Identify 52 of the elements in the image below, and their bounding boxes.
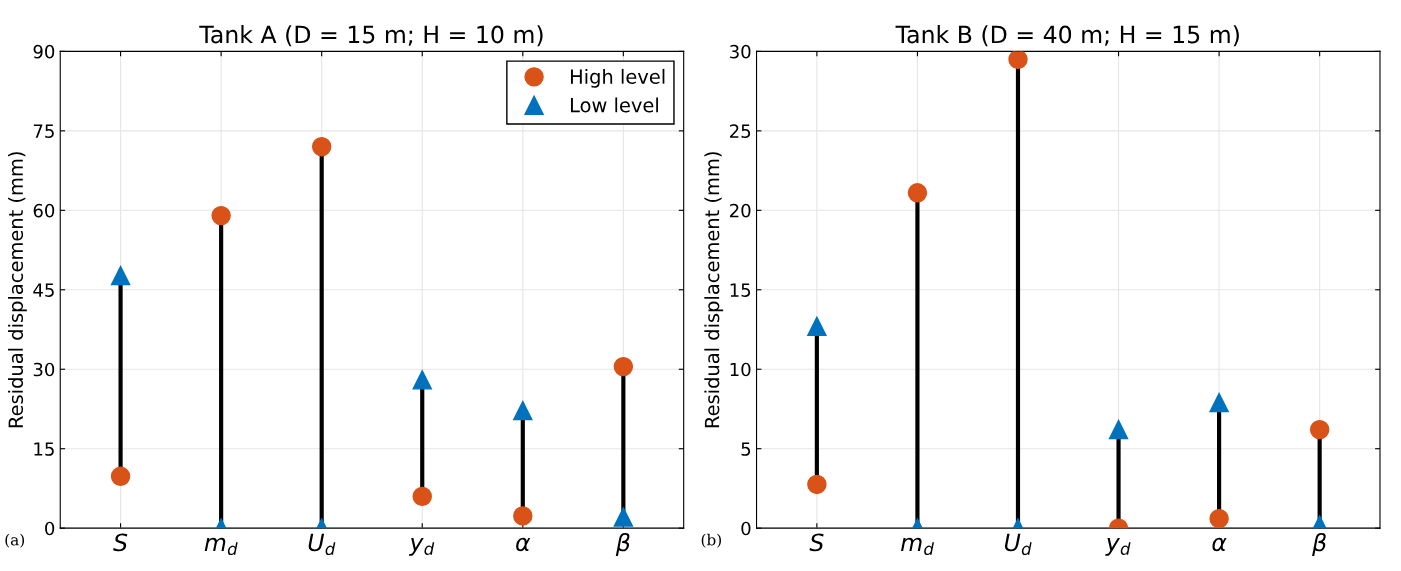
point: [311, 137, 332, 157]
point: [412, 370, 432, 390]
y-tick-label: 30: [33, 362, 55, 377]
point: [1108, 419, 1129, 440]
point: [1309, 419, 1330, 440]
point: [613, 356, 634, 377]
y-tick-label: 25: [730, 124, 751, 138]
x-tick-label: y$_{d}$: [408, 537, 435, 556]
y-tick-label: 45: [33, 283, 54, 297]
point: [110, 265, 131, 286]
chart-title: Tank A (D = 15 m; H = 10 m): [199, 25, 543, 47]
point: [907, 183, 928, 203]
point: [513, 506, 533, 526]
y-tick-label: 10: [730, 362, 751, 377]
y-axis-title: Residual displacement (mm): [704, 152, 724, 428]
point: [1209, 392, 1229, 413]
chart-title: Tank B (D = 40 m; H = 15 m): [895, 25, 1239, 47]
y-tick-label: 30: [730, 44, 751, 59]
point: [613, 507, 634, 527]
x-tick-label: U$_{d}$: [308, 533, 336, 556]
point: [807, 316, 827, 337]
text: (a): [5, 533, 25, 548]
point: [513, 400, 533, 421]
x-tick-label: U$_{d}$: [1004, 533, 1032, 556]
x-tick-label: α: [516, 537, 531, 552]
y-tick-label: 90: [33, 44, 55, 59]
x-tick-label: β: [615, 533, 630, 557]
point: [1008, 51, 1028, 70]
y-tick-label: 0: [741, 521, 751, 536]
point: [807, 474, 827, 495]
legend-label: High level: [570, 68, 665, 88]
point: [211, 205, 231, 226]
text: (b): [701, 533, 721, 548]
x-tick-label: m$_{d}$: [901, 537, 934, 556]
x-tick-label: S: [113, 533, 128, 552]
x-tick-label: β: [1312, 533, 1326, 557]
y-tick-label: 0: [45, 521, 55, 536]
y-tick-label: 5: [741, 442, 751, 456]
y-tick-label: 15: [34, 442, 54, 456]
y-tick-label: 75: [33, 124, 54, 138]
y-axis-title: Residual displacement (mm): [8, 152, 27, 428]
x-tick-label: m$_{d}$: [204, 537, 238, 556]
x-tick-label: y$_{d}$: [1105, 537, 1131, 556]
point: [1209, 508, 1229, 529]
point: [412, 486, 432, 507]
x-tick-label: α: [1212, 537, 1227, 552]
y-tick-label: 15: [730, 283, 751, 297]
x-tick-label: S: [809, 533, 824, 552]
y-tick-label: 60: [33, 203, 55, 218]
point: [110, 466, 131, 486]
y-tick-label: 20: [730, 203, 751, 218]
legend-label: Low level: [570, 97, 658, 113]
